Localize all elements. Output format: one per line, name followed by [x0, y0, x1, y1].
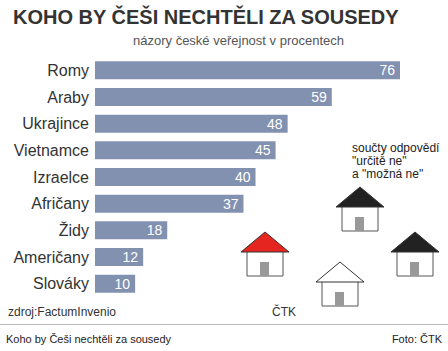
- svg-text:18: 18: [147, 222, 163, 238]
- svg-text:Romy: Romy: [47, 62, 89, 79]
- svg-text:37: 37: [223, 196, 239, 212]
- svg-text:názory české veřejnost v proce: názory české veřejnost v procentech: [133, 33, 344, 48]
- svg-text:Židy: Židy: [59, 221, 89, 239]
- svg-text:"určitě ne": "určitě ne": [352, 154, 407, 168]
- svg-text:Slováky: Slováky: [33, 275, 89, 292]
- svg-text:Američany: Američany: [13, 249, 89, 266]
- svg-text:zdroj:FactumInvenio: zdroj:FactumInvenio: [8, 305, 116, 319]
- svg-text:KOHO BY ČEŠI NECHTĚLI ZA SOUSE: KOHO BY ČEŠI NECHTĚLI ZA SOUSEDY: [13, 5, 399, 28]
- svg-text:76: 76: [379, 62, 395, 78]
- svg-text:Foto: ČTK: Foto: ČTK: [392, 333, 443, 345]
- svg-text:Vietnamce: Vietnamce: [14, 142, 89, 159]
- svg-text:40: 40: [235, 169, 251, 185]
- svg-text:59: 59: [311, 89, 327, 105]
- svg-text:48: 48: [267, 116, 283, 132]
- svg-text:Koho by Češi nechtěli za souse: Koho by Češi nechtěli za sousedy: [6, 333, 172, 345]
- svg-text:a "možná ne": a "možná ne": [352, 167, 423, 181]
- svg-text:Araby: Araby: [47, 89, 89, 106]
- svg-text:10: 10: [115, 276, 131, 292]
- svg-text:45: 45: [255, 142, 271, 158]
- svg-text:součty odpovědí: součty odpovědí: [352, 141, 440, 155]
- svg-text:ČTK: ČTK: [272, 304, 296, 319]
- svg-text:Afričany: Afričany: [31, 195, 89, 212]
- svg-text:Izraelce: Izraelce: [33, 169, 89, 186]
- svg-text:Ukrajince: Ukrajince: [22, 115, 89, 132]
- svg-text:12: 12: [123, 249, 139, 265]
